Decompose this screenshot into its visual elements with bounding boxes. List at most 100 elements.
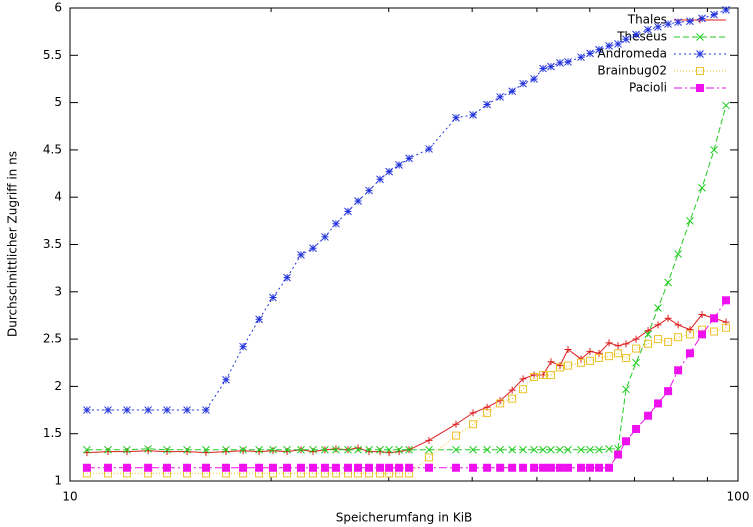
marker: [385, 167, 393, 176]
y-tick-label: 1: [54, 474, 62, 488]
marker: [469, 445, 477, 454]
marker: [309, 463, 318, 472]
marker: [309, 445, 317, 454]
marker: [354, 445, 362, 454]
marker: [508, 87, 517, 96]
marker: [539, 445, 547, 454]
marker: [632, 358, 640, 367]
marker: [632, 335, 640, 343]
y-axis-label: Durchschnittlicher Zugriff in ns: [6, 151, 20, 337]
marker: [586, 445, 594, 454]
marker: [519, 375, 527, 383]
marker: [547, 358, 555, 366]
marker: [710, 146, 718, 154]
marker: [644, 25, 652, 34]
marker: [163, 445, 171, 454]
marker: [321, 445, 329, 454]
marker: [201, 463, 210, 472]
marker: [622, 385, 630, 394]
marker: [722, 101, 730, 110]
marker: [163, 406, 171, 414]
marker: [83, 445, 91, 454]
marker: [595, 354, 604, 363]
marker: [644, 327, 652, 335]
marker: [296, 463, 305, 472]
marker: [698, 183, 706, 192]
marker: [530, 445, 538, 454]
marker: [239, 447, 247, 455]
marker: [104, 463, 113, 472]
marker: [664, 278, 672, 287]
marker: [395, 161, 403, 169]
y-tick-label: 4.5: [43, 142, 62, 156]
marker: [202, 406, 210, 414]
marker: [519, 385, 528, 394]
series-line: [86, 313, 727, 454]
marker: [632, 344, 641, 353]
marker: [496, 397, 504, 405]
marker: [539, 64, 547, 73]
marker: [564, 361, 573, 370]
marker: [614, 40, 622, 48]
marker: [664, 387, 673, 396]
marker: [508, 394, 517, 403]
marker: [710, 10, 718, 19]
marker: [614, 450, 623, 459]
series-line: [86, 9, 727, 411]
marker: [222, 375, 230, 384]
y-tick-label: 5.5: [43, 48, 62, 62]
x-tick-label: 100: [727, 490, 750, 504]
marker: [674, 18, 682, 27]
marker: [664, 314, 672, 322]
marker: [577, 358, 586, 367]
marker: [483, 408, 492, 417]
marker: [122, 463, 131, 472]
marker: [321, 233, 329, 241]
y-tick-label: 1.5: [43, 426, 62, 440]
marker: [564, 463, 573, 472]
marker: [577, 53, 585, 62]
legend-marker: [696, 84, 704, 92]
marker: [452, 420, 460, 428]
marker: [605, 444, 613, 453]
marker: [577, 463, 586, 472]
marker: [283, 273, 291, 282]
legend-marker: [696, 67, 704, 75]
marker: [82, 463, 91, 472]
marker: [269, 445, 277, 454]
marker: [605, 41, 613, 50]
marker: [595, 463, 604, 472]
marker: [530, 463, 539, 472]
marker: [685, 349, 694, 358]
marker: [664, 20, 672, 28]
marker: [283, 445, 291, 454]
marker: [556, 362, 564, 370]
marker: [269, 447, 277, 455]
marker: [483, 445, 491, 454]
marker: [425, 145, 433, 153]
series-line: [86, 105, 727, 451]
y-tick-label: 5: [54, 95, 62, 109]
legend-label: Theseus: [616, 30, 667, 44]
marker: [452, 445, 460, 454]
marker: [405, 154, 413, 163]
marker: [710, 314, 719, 323]
marker: [644, 411, 653, 420]
marker: [654, 304, 662, 312]
marker: [144, 406, 152, 414]
marker: [674, 366, 683, 375]
marker: [83, 406, 91, 414]
marker: [297, 251, 305, 259]
marker: [654, 335, 663, 344]
marker: [621, 354, 630, 363]
marker: [405, 463, 414, 472]
legend-marker: [696, 33, 704, 41]
marker: [632, 30, 640, 39]
marker: [546, 463, 555, 472]
marker: [547, 62, 555, 71]
marker: [674, 321, 682, 329]
marker: [496, 93, 505, 101]
marker: [622, 340, 630, 348]
marker: [595, 349, 603, 357]
